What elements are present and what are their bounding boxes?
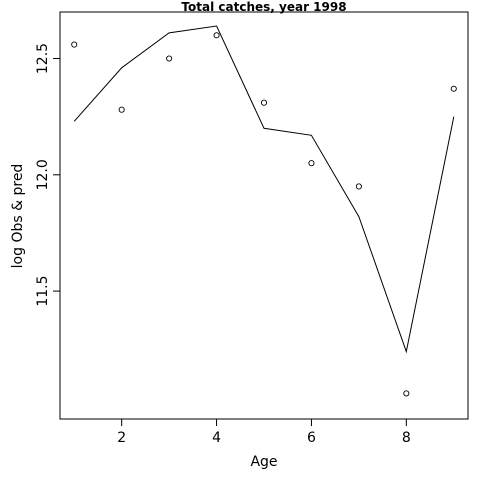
obs-point <box>260 99 268 106</box>
x-tick-label: 6 <box>307 430 316 446</box>
x-tick-label: 2 <box>117 430 126 446</box>
obs-point <box>71 41 78 48</box>
x-tick-label: 8 <box>402 430 411 446</box>
y-tick-label: 11.5 <box>35 275 51 306</box>
series-layer <box>71 25 457 397</box>
x-ticks: 2 4 6 8 <box>117 419 411 446</box>
chart-title: Total catches, year 1998 <box>181 0 346 14</box>
x-tick-label: 4 <box>212 430 221 446</box>
obs-point <box>403 390 410 397</box>
obs-point <box>450 85 457 92</box>
pred-line <box>73 25 455 354</box>
obs-point <box>308 160 315 167</box>
y-axis-label: log Obs & pred <box>10 164 26 269</box>
obs-point <box>166 55 173 62</box>
obs-point <box>213 32 220 39</box>
y-tick-label: 12.0 <box>35 159 51 190</box>
obs-point <box>118 106 125 113</box>
y-ticks: 11.5 12.0 12.5 <box>35 43 60 307</box>
plot-frame <box>59 11 469 420</box>
y-tick-label: 12.5 <box>35 43 51 74</box>
obs-point <box>355 183 362 190</box>
x-axis-label: Age <box>250 454 277 470</box>
